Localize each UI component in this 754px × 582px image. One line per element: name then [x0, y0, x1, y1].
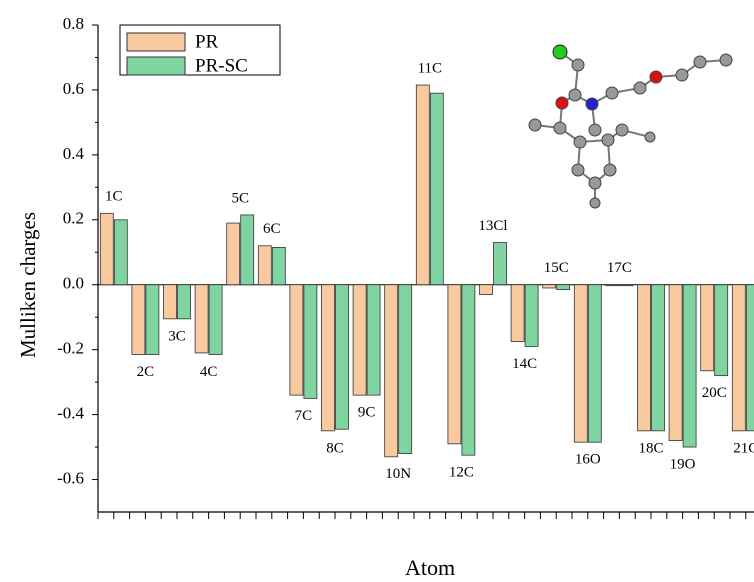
category-label: 10N	[385, 466, 411, 482]
category-label: 8C	[326, 440, 344, 456]
y-tick-label: 0.6	[63, 79, 84, 98]
bar	[448, 285, 461, 444]
legend-swatch	[127, 33, 185, 51]
bar	[385, 285, 398, 457]
category-label: 5C	[231, 190, 249, 206]
bar	[683, 285, 696, 447]
category-label: 14C	[512, 356, 537, 372]
bar	[178, 285, 191, 319]
legend: PR PR-SC	[120, 25, 280, 76]
category-label: 16O	[575, 452, 601, 468]
bar	[430, 93, 443, 285]
bar	[511, 285, 524, 342]
bar	[304, 285, 317, 399]
category-label: 13Cl	[478, 218, 507, 234]
bar	[525, 285, 538, 347]
molecule-illustration	[529, 45, 732, 208]
bar	[290, 285, 303, 395]
bar	[114, 220, 127, 285]
y-tick-label: -0.6	[57, 468, 84, 487]
bar	[399, 285, 412, 454]
bar	[146, 285, 159, 355]
bar	[353, 285, 366, 395]
bar	[638, 285, 651, 431]
bar	[494, 243, 507, 285]
bar	[557, 285, 570, 290]
bar	[322, 285, 335, 431]
bar	[195, 285, 208, 353]
chart: Mulliken charges Atom -0.6 -0.4 -0.2 0.0 0.2…	[0, 0, 754, 582]
bar	[258, 246, 271, 285]
category-label: 18C	[638, 440, 663, 456]
category-label: 21C	[733, 440, 754, 456]
bar	[669, 285, 682, 441]
category-label: 12C	[449, 465, 474, 481]
bar	[209, 285, 222, 355]
bar	[543, 285, 556, 288]
y-tick-label: -0.2	[57, 339, 84, 358]
bar	[480, 285, 493, 295]
bar	[227, 223, 240, 285]
bar	[574, 285, 587, 442]
category-label: 9C	[358, 405, 376, 421]
category-label: 2C	[137, 364, 155, 380]
legend-label: PR-SC	[195, 55, 248, 76]
category-label: 6C	[263, 221, 281, 237]
bar	[746, 285, 754, 431]
bar	[652, 285, 665, 431]
bar	[416, 85, 429, 285]
bar	[462, 285, 475, 455]
category-label: 4C	[200, 364, 218, 380]
bar	[701, 285, 714, 371]
bar	[732, 285, 745, 431]
y-tick-label: 0.0	[63, 274, 84, 293]
bar	[132, 285, 145, 355]
y-tick-label: 0.2	[63, 209, 84, 228]
bar	[367, 285, 380, 395]
legend-label: PR	[195, 31, 219, 52]
category-label: 11C	[418, 61, 442, 77]
y-tick-label: -0.4	[57, 404, 84, 423]
bar	[606, 285, 619, 286]
bar	[588, 285, 601, 442]
y-axis-title: Mulliken charges	[16, 212, 40, 358]
bar	[715, 285, 728, 376]
legend-swatch	[127, 57, 185, 75]
category-label: 19O	[670, 457, 696, 473]
x-axis-title: Atom	[405, 555, 455, 580]
bar	[620, 285, 633, 286]
category-label: 1C	[105, 189, 123, 205]
bar	[164, 285, 177, 319]
category-label: 3C	[168, 328, 186, 344]
bar	[100, 213, 113, 284]
y-tick-label: 0.4	[63, 144, 85, 163]
y-tick-label: 0.8	[63, 14, 84, 33]
bar	[336, 285, 349, 429]
bar	[241, 215, 254, 285]
category-label: 7C	[295, 408, 313, 424]
bar	[272, 247, 285, 284]
category-label: 20C	[702, 385, 727, 401]
category-label: 17C	[607, 260, 632, 276]
category-label: 15C	[544, 260, 569, 276]
